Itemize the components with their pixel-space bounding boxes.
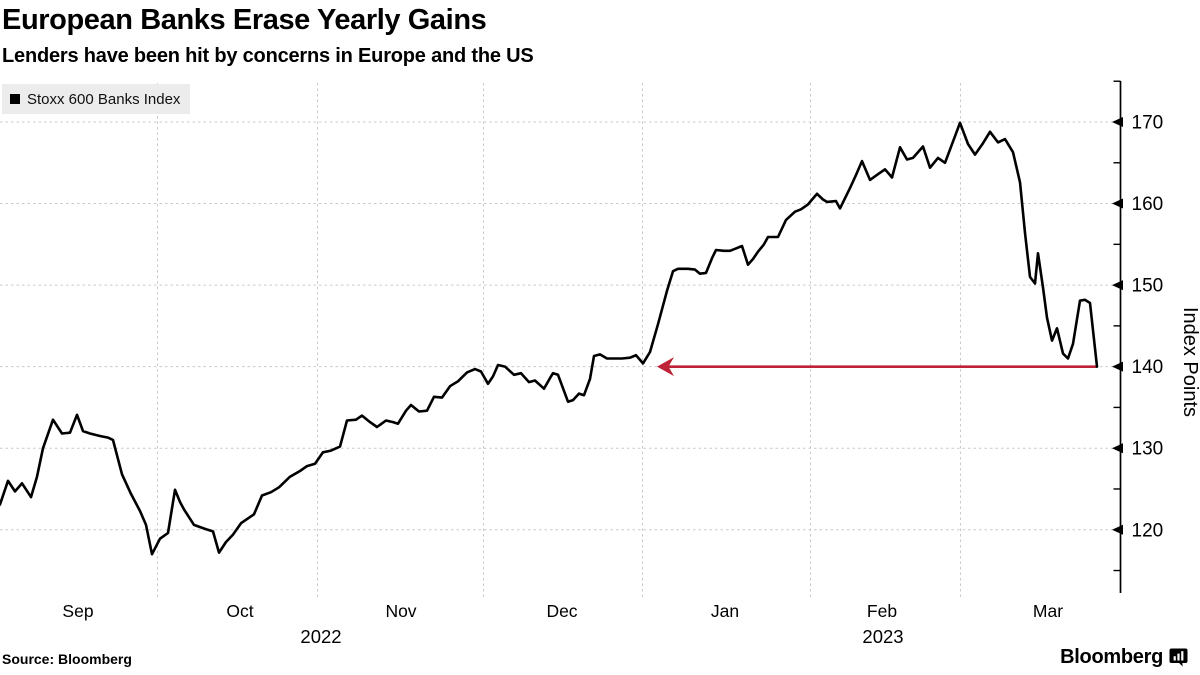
legend: Stoxx 600 Banks Index	[2, 84, 191, 114]
y-tick-label: 130	[1132, 439, 1164, 460]
x-month-label: Mar	[1033, 601, 1063, 621]
x-month-label: Sep	[62, 601, 93, 621]
y-axis-major-tick-arrow-icon	[1112, 117, 1123, 127]
x-month-label: Feb	[867, 601, 897, 621]
annotation-arrowhead-left-icon	[657, 357, 674, 377]
y-axis-major-tick-arrow-icon	[1112, 361, 1123, 372]
legend-square-marker-icon	[10, 94, 20, 104]
page-title: European Banks Erase Yearly Gains	[2, 4, 487, 36]
x-year-label: 2023	[862, 626, 903, 647]
source-label: Source: Bloomberg	[2, 651, 132, 667]
page-subtitle: Lenders have been hit by concerns in Eur…	[2, 45, 534, 67]
series-line	[0, 121, 1099, 556]
x-month-label: Jan	[711, 601, 739, 621]
y-tick-label: 170	[1132, 113, 1164, 134]
x-month-label: Oct	[226, 601, 253, 621]
y-tick-label: 140	[1132, 357, 1164, 378]
y-tick-label: 160	[1132, 194, 1164, 215]
y-axis-major-tick-arrow-icon	[1112, 443, 1123, 454]
y-axis-title: Index Points	[1179, 307, 1200, 417]
bloomberg-logo: Bloomberg	[1060, 646, 1188, 669]
bloomberg-wordmark: Bloomberg	[1060, 646, 1163, 668]
y-axis-major-tick-arrow-icon	[1112, 198, 1123, 209]
x-month-label: Dec	[546, 601, 577, 621]
x-month-label: Nov	[385, 601, 416, 621]
y-tick-label: 150	[1132, 276, 1164, 297]
y-tick-label: 120	[1132, 520, 1164, 541]
y-axis-major-tick-arrow-icon	[1112, 280, 1123, 291]
x-year-label: 2022	[300, 626, 341, 647]
bloomberg-chart-bubble-icon	[1169, 648, 1188, 667]
y-axis-major-tick-arrow-icon	[1112, 524, 1123, 535]
legend-series-label: Stoxx 600 Banks Index	[27, 90, 181, 108]
